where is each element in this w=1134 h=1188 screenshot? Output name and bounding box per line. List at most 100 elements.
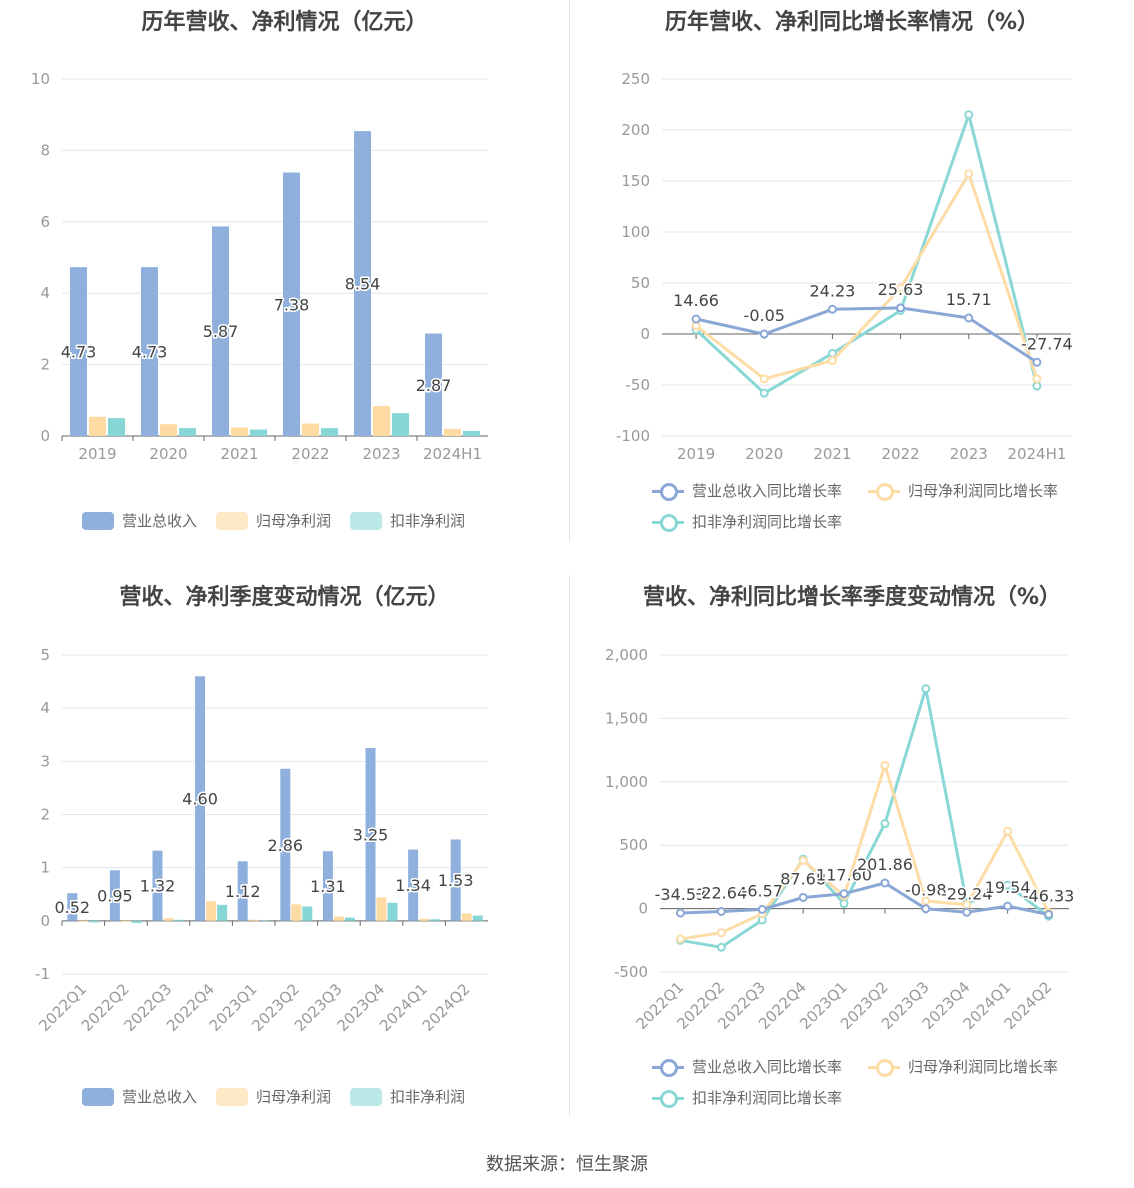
line-data-label: 19.54 [985,878,1031,897]
x-tick-label: 2024Q2 [419,980,474,1035]
series-line-deducted-profit-growth [680,687,1050,949]
y-tick-label: 2 [40,806,50,824]
x-tick-label: 2023 [950,445,988,463]
bar-net-profit [231,427,248,436]
series-line-net-profit-growth [680,763,1050,941]
data-point [839,899,849,909]
annual-revenue-profit-panel: 历年营收、净利情况（亿元） 0 2 4 6 8 10 2019 2020 2021 2022 202… [0,0,569,545]
legend-item-deducted-profit[interactable]: 扣非净利润 [350,510,465,531]
line-data-label: -22.64 [696,883,748,902]
data-source-note: 数据来源：恒生聚源 [486,1154,648,1175]
y-tick-label: 0 [40,427,50,445]
bar-net-profit [373,406,390,436]
bar-deducted-profit [131,920,142,923]
bar-data-label: 1.31 [310,877,346,896]
legend: 营业总收入同比增长率 归母净利润同比增长率 扣非净利润同比增长率 [570,480,1134,536]
line-data-label: 24.23 [810,281,856,300]
data-point [1032,374,1042,384]
y-tick-label: -100 [616,427,650,445]
bar-net-profit [461,913,472,921]
bar-net-profit [291,904,302,921]
line-data-label: 87.68 [780,869,826,888]
data-point [964,169,974,179]
y-tick-label: 10 [31,70,50,88]
bar-revenue [354,131,371,436]
y-tick-label: 250 [621,70,650,88]
data-point [1003,901,1013,911]
quarterly-revenue-profit-panel: 营收、净利季度变动情况（亿元） -1 0 1 2 3 4 5 2022Q1 2022Q2 2022… [0,575,569,1120]
bar-deducted-profit [108,418,125,436]
legend-item-revenue-growth[interactable]: 营业总收入同比增长率 [652,1056,842,1077]
legend: 营业总收入同比增长率 归母净利润同比增长率 扣非净利润同比增长率 [570,1056,1134,1112]
bar-deducted-profit [89,920,100,923]
bar-deducted-profit [174,919,185,921]
bar-revenue [450,839,461,921]
bar-deducted-profit [217,904,228,921]
legend-swatch [216,511,248,530]
legend: 营业总收入 归母净利润 扣非净利润 [0,1086,569,1110]
legend-swatch [216,1087,248,1106]
line-data-label: 15.71 [946,290,992,309]
line-data-label: -27.74 [1021,334,1073,353]
legend-swatch [82,511,114,530]
bar-deducted-profit [259,920,270,921]
legend-item-deducted-profit[interactable]: 扣非净利润 [350,1086,465,1107]
bar-deducted-profit [321,428,338,436]
bar-net-profit [160,424,177,436]
line-data-label: 25.63 [878,280,924,299]
data-point [759,329,769,339]
y-tick-label: 0 [40,912,50,930]
bar-deducted-profit [463,431,480,436]
bar-deducted-profit [302,906,313,921]
x-tick-label: 2022 [291,445,329,463]
bar-deducted-profit [472,915,483,921]
bar-net-profit [89,416,106,436]
legend-item-revenue[interactable]: 营业总收入 [82,1086,197,1107]
legend-swatch [350,1087,382,1106]
bar-net-profit [419,918,430,921]
quarterly-growth-rate-panel: 营收、净利同比增长率季度变动情况（%） -500 0 500 1,000 1,500 2,… [570,575,1134,1120]
bar-revenue [152,850,163,921]
bar-net-profit [163,918,174,921]
data-point [921,684,931,694]
legend-item-net-profit-growth[interactable]: 归母净利润同比增长率 [868,1056,1058,1077]
y-tick-label: 1 [40,859,50,877]
legend-item-deducted-profit-growth[interactable]: 扣非净利润同比增长率 [652,1087,842,1108]
legend-item-net-profit-growth[interactable]: 归母净利润同比增长率 [868,480,1058,501]
bar-revenue [109,870,120,921]
y-tick-label: 0 [638,900,648,918]
data-point [964,110,974,120]
x-tick-label: 2024H1 [423,445,482,463]
bar-data-label: 4.73 [132,343,168,362]
chart-title: 营收、净利同比增长率季度变动情况（%） [642,585,1062,610]
y-tick-label: 4 [40,699,50,717]
line-data-label: -6.57 [742,881,783,900]
data-point [716,906,726,916]
data-point [1032,381,1042,391]
y-tick-label: 3 [40,752,50,770]
legend-item-deducted-profit-growth[interactable]: 扣非净利润同比增长率 [652,511,842,532]
bar-revenue [237,861,248,921]
bar-data-label: 4.73 [61,343,97,362]
x-tick-label: 2023 [362,445,400,463]
bar-revenue [212,226,229,436]
bar-revenue [280,768,291,921]
data-point [691,314,701,324]
legend-item-net-profit[interactable]: 归母净利润 [216,510,331,531]
legend-item-revenue-growth[interactable]: 营业总收入同比增长率 [652,480,842,501]
legend-item-revenue[interactable]: 营业总收入 [82,510,197,531]
panel-divider [569,575,570,1117]
legend-swatch [82,1087,114,1106]
data-point [880,760,890,770]
bar-deducted-profit [392,413,409,436]
annual-bar-chart: 0 2 4 6 8 10 2019 2020 2021 2022 2023 2024H1 4.73 4.7… [31,70,488,463]
y-tick-label: 8 [40,141,50,159]
legend-swatch [652,1089,684,1108]
legend-item-net-profit[interactable]: 归母净利润 [216,1086,331,1107]
data-point [798,855,808,865]
data-point [759,374,769,384]
series-line-revenue-growth [695,306,1038,364]
data-point [880,878,890,888]
bar-revenue [283,172,300,436]
y-tick-label: 1,000 [605,773,648,791]
